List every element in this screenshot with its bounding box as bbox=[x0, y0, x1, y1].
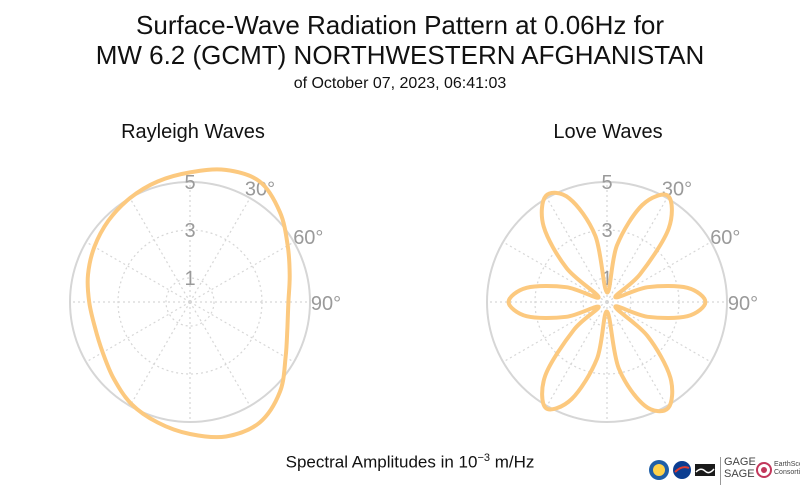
love-ring-3 bbox=[534, 229, 680, 375]
love-spoke-300 bbox=[502, 241, 608, 303]
earthscope-logo-text: EarthScope bbox=[774, 461, 800, 468]
love-outer-ring bbox=[486, 181, 728, 423]
gage-logo-text: GAGE bbox=[724, 456, 756, 468]
rayleigh-outer-ring bbox=[69, 181, 311, 423]
consortium-logo-text: Consortium bbox=[774, 469, 800, 476]
rayleigh-angle-tick-label: 30° bbox=[245, 179, 275, 201]
rayleigh-spoke-30 bbox=[189, 197, 251, 303]
love-panel-title: Love Waves bbox=[553, 121, 663, 143]
love-angle-tick-label: 30° bbox=[662, 179, 692, 201]
chart-title-line-2: MW 6.2 (GCMT) NORTHWESTERN AFGHANISTAN bbox=[95, 40, 705, 70]
love-spoke-330 bbox=[546, 197, 608, 303]
chart-subtitle: of October 07, 2023, 06:41:03 bbox=[293, 75, 507, 92]
rayleigh-panel-title: Rayleigh Waves bbox=[121, 121, 265, 143]
love-angle-tick-label: 90° bbox=[728, 293, 758, 315]
rayleigh-ring-3 bbox=[117, 229, 263, 375]
rayleigh-amplitude-curve bbox=[85, 167, 292, 440]
usgs-logo-icon bbox=[695, 464, 715, 476]
love-radial-tick-label: 3 bbox=[601, 220, 612, 242]
love-radial-tick-label: 5 bbox=[601, 172, 612, 194]
love-amplitude-curve bbox=[506, 190, 708, 414]
love-spoke-60 bbox=[606, 241, 712, 303]
sage-logo-text: SAGE bbox=[724, 468, 755, 480]
love-radial-tick-label: 1 bbox=[601, 268, 612, 290]
nasa-logo-icon bbox=[673, 461, 691, 479]
love-spoke-150 bbox=[606, 301, 668, 407]
love-spoke-120 bbox=[606, 301, 712, 363]
amplitude-units-label: Spectral Amplitudes in 10−3 m/Hz bbox=[0, 452, 800, 473]
rayleigh-angle-tick-label: 90° bbox=[311, 293, 341, 315]
chart-title-line-1: Surface-Wave Radiation Pattern at 0.06Hz… bbox=[136, 10, 664, 40]
nsf-logo-icon bbox=[649, 460, 669, 480]
love-angle-tick-label: 60° bbox=[710, 227, 740, 249]
love-spoke-210 bbox=[546, 301, 608, 407]
rayleigh-spoke-60 bbox=[189, 241, 295, 303]
rayleigh-radial-tick-label: 1 bbox=[184, 268, 195, 290]
units-exponent: −3 bbox=[477, 452, 490, 464]
love-spoke-240 bbox=[502, 301, 608, 363]
rayleigh-spoke-330 bbox=[129, 197, 191, 303]
rayleigh-spoke-120 bbox=[189, 301, 295, 363]
love-polar-plot: 1 3 5 30° 60° 90° bbox=[486, 172, 758, 423]
rayleigh-angle-tick-label: 60° bbox=[293, 227, 323, 249]
earthscope-logo-icon bbox=[756, 462, 772, 478]
rayleigh-spoke-240 bbox=[85, 301, 191, 363]
rayleigh-spoke-300 bbox=[85, 241, 191, 303]
rayleigh-spoke-150 bbox=[189, 301, 251, 407]
rayleigh-ring-1 bbox=[165, 277, 215, 327]
sponsor-logos: GAGE SAGE EarthScope Consortium bbox=[648, 455, 800, 487]
rayleigh-polar-plot: 1 3 5 30° 60° 90° bbox=[69, 167, 341, 440]
love-ring-1 bbox=[582, 277, 632, 327]
love-spoke-30 bbox=[606, 197, 668, 303]
rayleigh-radial-tick-label: 5 bbox=[184, 172, 195, 194]
rayleigh-radial-tick-label: 3 bbox=[184, 220, 195, 242]
rayleigh-spoke-210 bbox=[129, 301, 191, 407]
units-suffix: m/Hz bbox=[490, 452, 535, 472]
units-prefix: Spectral Amplitudes in 10 bbox=[285, 452, 478, 472]
